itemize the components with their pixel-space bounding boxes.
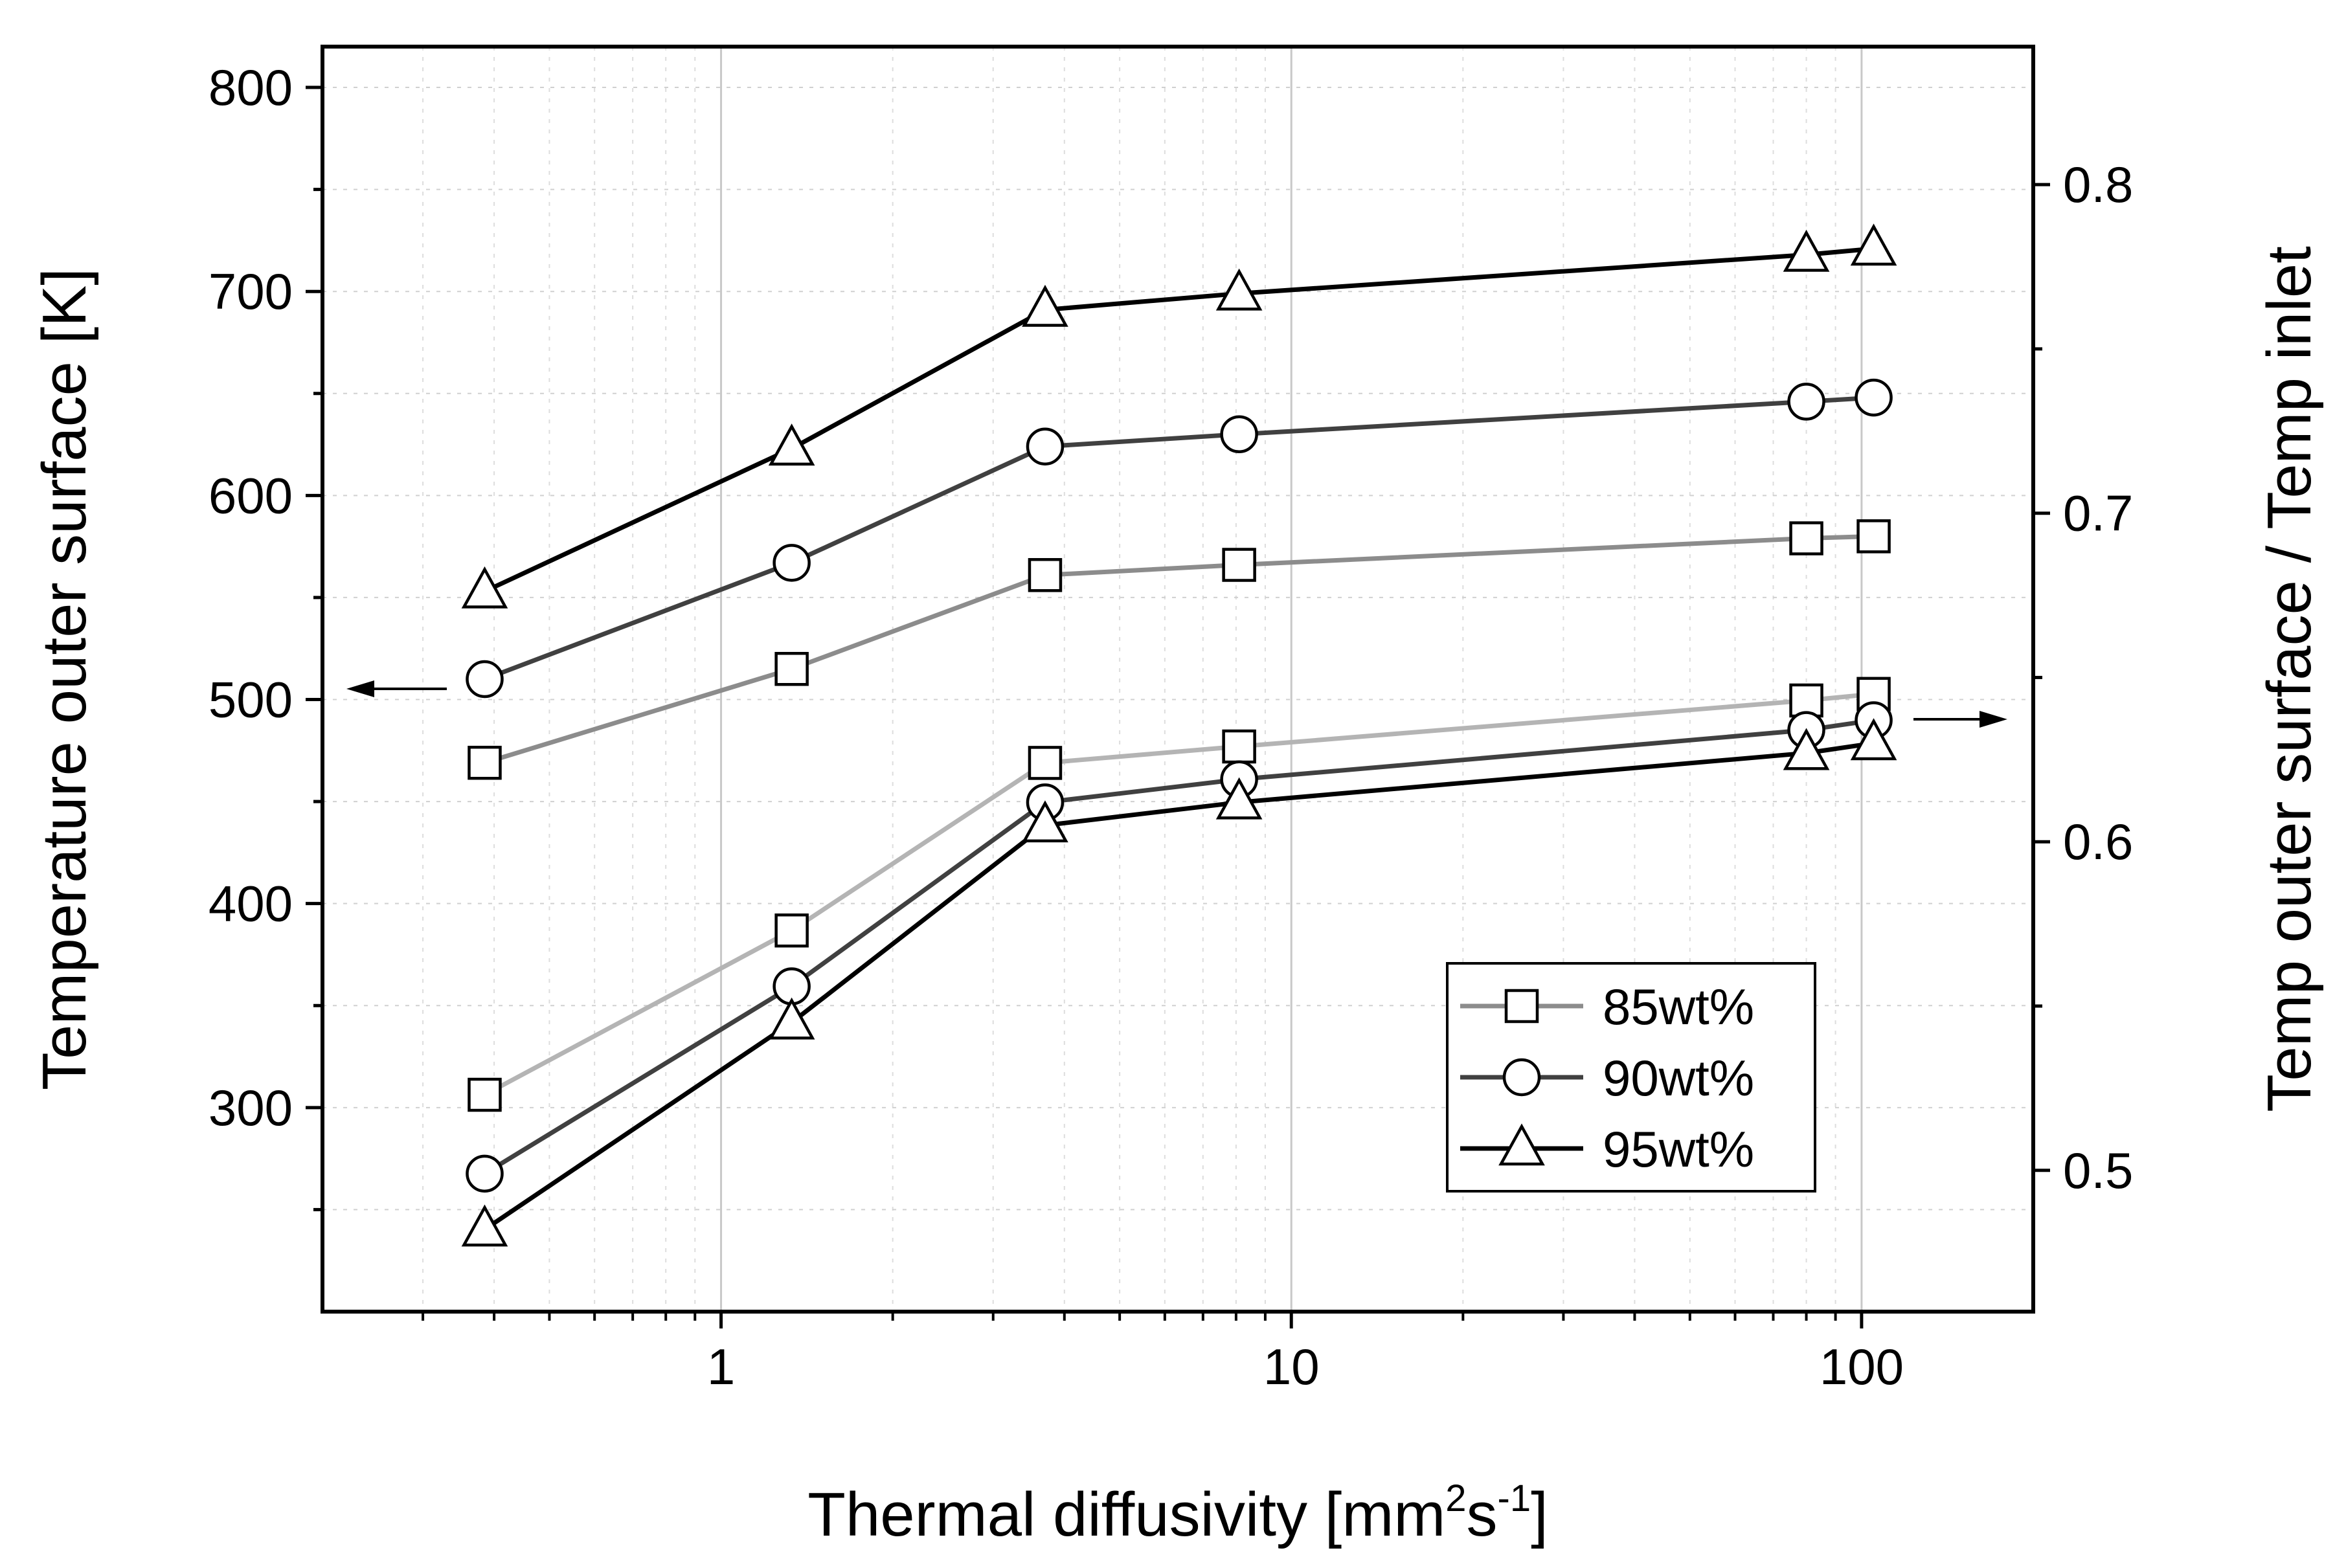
- data-point-triangle: [1022, 284, 1068, 327]
- x-axis-title-end: ]: [1531, 1480, 1548, 1549]
- data-point-triangle: [768, 997, 815, 1040]
- y-left-tick-label: 500: [209, 671, 293, 728]
- data-point-circle: [1026, 427, 1065, 465]
- axis-ticks: 1 10 100 300 400 500 600 700 800 0.5 0.6 0.7 0.8: [209, 59, 2134, 1395]
- data-point-triangle: [461, 566, 508, 609]
- legend-label: 85wt%: [1603, 978, 1754, 1035]
- y-right-tick-label: 0.6: [2063, 813, 2133, 870]
- x-axis-title-sup1: 2: [1445, 1477, 1466, 1519]
- legend: 85wt% 90wt% 95wt%: [1446, 962, 1816, 1193]
- data-point-square: [774, 651, 809, 686]
- series-90wt-temperature: [466, 378, 1893, 699]
- series-85wt-ratio: [468, 677, 1891, 1112]
- legend-marker-square: [1504, 989, 1539, 1024]
- data-point-triangle: [1215, 268, 1263, 311]
- y-right-tick-label: 0.8: [2063, 156, 2133, 213]
- y-right-tick-label: 0.5: [2063, 1142, 2133, 1199]
- x-tick-label: 1: [707, 1338, 735, 1395]
- plot-area-frame: [321, 45, 2035, 1314]
- x-axis-title-mid: s: [1467, 1480, 1498, 1549]
- data-point-triangle: [1850, 718, 1897, 761]
- right-axis-arrow: [1913, 711, 2007, 728]
- data-point-square: [468, 745, 502, 780]
- series-layer: [461, 223, 1897, 1247]
- y-axis-right-title: Temp outer surface / Temp inlet: [2255, 246, 2324, 1112]
- data-point-triangle: [461, 1204, 508, 1247]
- x-tick-label: 100: [1820, 1338, 1904, 1395]
- data-point-square: [468, 1077, 502, 1112]
- y-left-tick-label: 600: [209, 467, 293, 524]
- y-right-tick-label: 0.7: [2063, 485, 2133, 542]
- data-point-triangle: [1022, 800, 1068, 843]
- series-95wt-ratio: [461, 718, 1897, 1247]
- legend-label: 95wt%: [1603, 1121, 1754, 1178]
- data-point-triangle: [1850, 223, 1897, 266]
- series-line: [484, 395, 1874, 682]
- data-point-triangle: [1783, 728, 1830, 770]
- data-point-square: [1222, 729, 1256, 764]
- data-point-square: [1222, 548, 1256, 582]
- legend-entry: 95wt%: [1460, 1121, 1754, 1178]
- series-line: [484, 246, 1874, 594]
- y-left-tick-label: 300: [209, 1079, 293, 1136]
- legend-entry: 85wt%: [1460, 978, 1754, 1035]
- x-axis-title-sup2: -1: [1498, 1477, 1531, 1519]
- series-line: [484, 533, 1874, 765]
- data-point-square: [1789, 521, 1823, 555]
- series-95wt-temperature: [461, 223, 1897, 609]
- legend-entry: 90wt%: [1460, 1049, 1754, 1106]
- x-axis-title: Thermal diffusivity [mm2s-1]: [807, 1477, 1548, 1549]
- data-point-circle: [1855, 378, 1893, 417]
- x-axis-title-main: Thermal diffusivity [mm: [807, 1480, 1445, 1549]
- data-point-triangle: [1215, 777, 1263, 820]
- legend-label: 90wt%: [1603, 1049, 1754, 1106]
- x-tick-label: 10: [1263, 1338, 1320, 1395]
- y-axis-left-title: Temperature outer surface [K]: [30, 268, 99, 1090]
- legend-marker-triangle: [1498, 1123, 1545, 1166]
- y-left-tick-label: 700: [209, 263, 293, 320]
- data-point-circle: [1220, 415, 1258, 454]
- legend-marker-circle: [1502, 1058, 1541, 1097]
- data-point-square: [1028, 746, 1063, 780]
- left-axis-arrow: [346, 680, 447, 697]
- data-point-triangle: [768, 423, 815, 466]
- y-left-tick-label: 800: [209, 59, 293, 116]
- data-point-square: [1028, 558, 1063, 592]
- series-90wt-ratio: [466, 701, 1893, 1193]
- data-point-circle: [466, 660, 504, 699]
- data-point-square: [1856, 519, 1891, 554]
- data-point-circle: [773, 544, 811, 582]
- data-point-circle: [466, 1154, 504, 1193]
- data-point-circle: [1787, 383, 1825, 421]
- series-85wt-temperature: [468, 519, 1891, 780]
- data-point-square: [774, 913, 809, 948]
- data-point-triangle: [1783, 229, 1830, 272]
- y-left-tick-label: 400: [209, 875, 293, 932]
